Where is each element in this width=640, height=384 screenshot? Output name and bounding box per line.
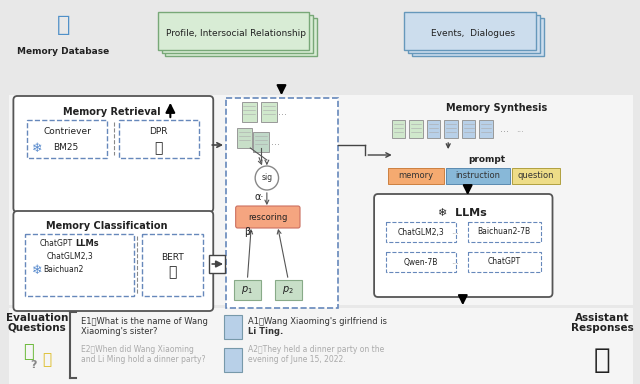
Text: Xiaoming's sister?: Xiaoming's sister? xyxy=(81,326,157,336)
FancyBboxPatch shape xyxy=(412,18,544,56)
Text: 🔥: 🔥 xyxy=(154,141,163,155)
FancyBboxPatch shape xyxy=(241,102,257,122)
Text: ...: ... xyxy=(516,124,524,134)
FancyBboxPatch shape xyxy=(511,168,560,184)
FancyBboxPatch shape xyxy=(404,12,536,50)
Text: Memory Database: Memory Database xyxy=(17,48,109,56)
Text: Questions: Questions xyxy=(8,323,66,333)
Text: and Li Ming hold a dinner party?: and Li Ming hold a dinner party? xyxy=(81,356,205,364)
FancyBboxPatch shape xyxy=(427,120,440,138)
Text: E2：When did Wang Xiaoming: E2：When did Wang Xiaoming xyxy=(81,346,193,354)
Text: BM25: BM25 xyxy=(53,144,79,152)
FancyBboxPatch shape xyxy=(253,132,269,152)
Text: evening of June 15, 2022.: evening of June 15, 2022. xyxy=(248,356,346,364)
Text: Events,  Dialogues: Events, Dialogues xyxy=(431,28,515,38)
FancyBboxPatch shape xyxy=(374,194,552,297)
Text: ❄  LLMs: ❄ LLMs xyxy=(438,208,487,218)
FancyBboxPatch shape xyxy=(479,120,493,138)
FancyBboxPatch shape xyxy=(161,15,313,53)
FancyBboxPatch shape xyxy=(13,96,213,212)
Text: 💬: 💬 xyxy=(42,353,51,367)
FancyBboxPatch shape xyxy=(468,252,541,272)
Text: Contriever: Contriever xyxy=(43,126,91,136)
FancyBboxPatch shape xyxy=(275,280,302,300)
Text: rescoring: rescoring xyxy=(248,212,287,222)
FancyBboxPatch shape xyxy=(409,120,423,138)
Text: instruction: instruction xyxy=(455,172,500,180)
FancyBboxPatch shape xyxy=(27,120,107,158)
Text: Assistant: Assistant xyxy=(575,313,630,323)
FancyBboxPatch shape xyxy=(237,128,252,148)
Text: memory: memory xyxy=(399,172,433,180)
Text: ❄: ❄ xyxy=(31,141,42,154)
Text: E1：What is the name of Wang: E1：What is the name of Wang xyxy=(81,316,207,326)
Text: A1：Wang Xiaoming's girlfriend is: A1：Wang Xiaoming's girlfriend is xyxy=(248,316,387,326)
Text: ?: ? xyxy=(31,360,37,370)
Text: 💬: 💬 xyxy=(24,343,35,361)
FancyBboxPatch shape xyxy=(118,120,198,158)
Text: ChatGPT: ChatGPT xyxy=(487,258,520,266)
Text: DPR: DPR xyxy=(149,126,168,136)
Text: 🔥: 🔥 xyxy=(168,265,177,279)
FancyBboxPatch shape xyxy=(224,348,241,372)
Text: Memory Retrieval: Memory Retrieval xyxy=(63,107,161,117)
Text: question: question xyxy=(518,172,554,180)
FancyBboxPatch shape xyxy=(226,98,338,308)
Text: β·: β· xyxy=(244,227,253,237)
Text: ChatGLM2,3: ChatGLM2,3 xyxy=(47,252,93,260)
FancyBboxPatch shape xyxy=(209,255,225,273)
Circle shape xyxy=(255,166,278,190)
FancyBboxPatch shape xyxy=(166,18,317,56)
Text: A2：They held a dinner party on the: A2：They held a dinner party on the xyxy=(248,346,385,354)
Text: Responses: Responses xyxy=(571,323,634,333)
Text: Memory Classification: Memory Classification xyxy=(46,221,168,231)
FancyBboxPatch shape xyxy=(392,120,405,138)
Text: prompt: prompt xyxy=(468,156,506,164)
Text: α·: α· xyxy=(254,192,264,202)
Text: ...: ... xyxy=(278,107,287,117)
FancyBboxPatch shape xyxy=(446,168,509,184)
FancyBboxPatch shape xyxy=(468,222,541,242)
FancyBboxPatch shape xyxy=(224,315,241,339)
Text: $p_1$: $p_1$ xyxy=(241,284,253,296)
Text: Baichuan2-7B: Baichuan2-7B xyxy=(477,227,531,237)
FancyBboxPatch shape xyxy=(386,222,456,242)
FancyBboxPatch shape xyxy=(261,102,276,122)
Text: ChatGPT: ChatGPT xyxy=(40,238,73,248)
Text: $p_2$: $p_2$ xyxy=(282,284,294,296)
Text: Qwen-7B: Qwen-7B xyxy=(404,258,438,266)
FancyBboxPatch shape xyxy=(444,120,458,138)
FancyBboxPatch shape xyxy=(13,211,213,311)
Text: 🤖: 🤖 xyxy=(594,346,611,374)
FancyBboxPatch shape xyxy=(10,308,634,384)
Text: BERT: BERT xyxy=(161,253,184,263)
Text: sig: sig xyxy=(261,174,273,182)
FancyBboxPatch shape xyxy=(234,280,261,300)
Text: Evaluation: Evaluation xyxy=(6,313,68,323)
Text: ❄: ❄ xyxy=(31,263,42,276)
Text: LLMs: LLMs xyxy=(76,238,99,248)
Text: ...: ... xyxy=(271,137,280,147)
FancyBboxPatch shape xyxy=(157,12,308,50)
FancyBboxPatch shape xyxy=(10,0,634,95)
FancyBboxPatch shape xyxy=(408,15,540,53)
Text: ...: ... xyxy=(451,227,459,237)
Text: ChatGLM2,3: ChatGLM2,3 xyxy=(397,227,444,237)
FancyBboxPatch shape xyxy=(388,168,444,184)
Text: ...: ... xyxy=(451,258,459,266)
FancyBboxPatch shape xyxy=(462,120,476,138)
Text: Li Ting.: Li Ting. xyxy=(248,326,284,336)
Text: ...: ... xyxy=(500,124,509,134)
Text: Memory Synthesis: Memory Synthesis xyxy=(446,103,548,113)
Text: Profile, Intersocial Relationship: Profile, Intersocial Relationship xyxy=(166,28,306,38)
FancyBboxPatch shape xyxy=(10,95,634,305)
FancyBboxPatch shape xyxy=(142,234,202,296)
Text: 🗄: 🗄 xyxy=(56,15,70,35)
Text: Baichuan2: Baichuan2 xyxy=(43,265,83,275)
FancyBboxPatch shape xyxy=(236,206,300,228)
FancyBboxPatch shape xyxy=(25,234,134,296)
FancyBboxPatch shape xyxy=(386,252,456,272)
